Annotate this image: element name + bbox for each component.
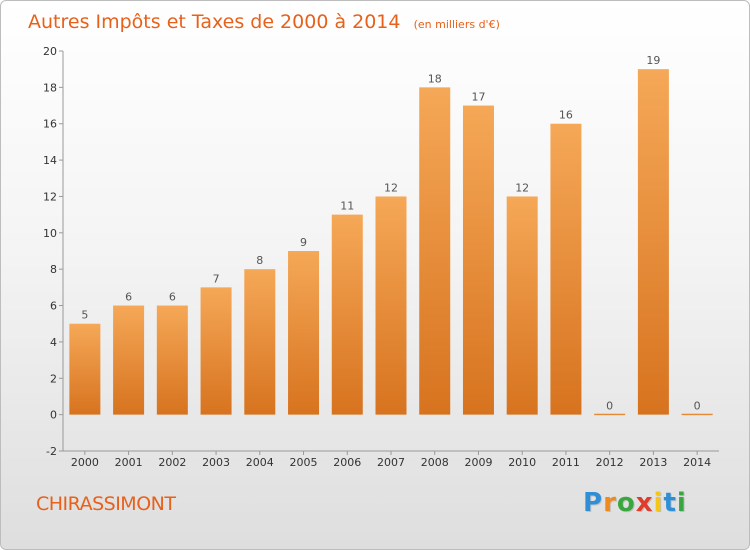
x-tick-label-2009: 2009 [464, 456, 492, 469]
y-tick-label: 2 [50, 372, 57, 385]
y-tick-label: 14 [43, 154, 57, 167]
bar-2001 [113, 305, 145, 415]
logo-letter: o [616, 488, 636, 518]
axes: -2 0 2 4 6 8 10 12 14 16 18 20 2000 2001 2002 2003 2004 2… [43, 45, 719, 469]
bar-2011 [550, 123, 582, 415]
bar-2000 [69, 323, 101, 415]
bar-2013 [637, 69, 669, 415]
x-tick-label-2013: 2013 [639, 456, 667, 469]
y-tick-label: 4 [50, 336, 57, 349]
y-tick-label: 10 [43, 227, 57, 240]
value-label-2005: 9 [300, 236, 307, 249]
y-tick-label: 0 [50, 409, 57, 422]
logo-letter: x [635, 488, 654, 518]
bar-2007 [375, 196, 407, 415]
y-tick-label: 6 [50, 300, 57, 313]
x-tick-label-2001: 2001 [115, 456, 143, 469]
x-tick-label-2012: 2012 [596, 456, 624, 469]
value-labels: 5 6 6 7 8 9 11 12 18 17 12 16 0 19 0 [81, 54, 700, 412]
logo-letter: t [663, 488, 677, 518]
y-tick-label: 12 [43, 190, 57, 203]
x-tick-label-2007: 2007 [377, 456, 405, 469]
x-tick-label-2008: 2008 [421, 456, 449, 469]
y-tick-label: 16 [43, 118, 57, 131]
x-tick-label-2003: 2003 [202, 456, 230, 469]
value-label-2009: 17 [471, 91, 485, 104]
bar-2012 [594, 413, 626, 416]
value-label-2008: 18 [428, 72, 442, 85]
y-tick-label: 20 [43, 45, 57, 58]
logo-letter: P [583, 488, 604, 518]
x-tick-label-2005: 2005 [290, 456, 318, 469]
x-tick-label-2000: 2000 [71, 456, 99, 469]
y-tick-label: 8 [50, 263, 57, 276]
logo-letter: r [603, 488, 617, 518]
x-tick-label-2014: 2014 [683, 456, 711, 469]
bars [69, 69, 713, 416]
bar-2002 [156, 305, 188, 415]
bar-2014 [681, 413, 713, 416]
y-tick-label: -2 [46, 445, 57, 458]
chart-unit: (en milliers d'€) [414, 18, 500, 31]
value-label-2002: 6 [169, 291, 176, 304]
value-label-2012: 0 [606, 400, 613, 413]
x-tick-label-2004: 2004 [246, 456, 274, 469]
bar-2004 [244, 269, 276, 415]
chart-title: Autres Impôts et Taxes de 2000 à 2014 [28, 11, 401, 33]
bar-2003 [200, 287, 232, 415]
value-label-2013: 19 [646, 54, 660, 67]
x-tick-label-2011: 2011 [552, 456, 580, 469]
bar-2006 [331, 214, 363, 415]
x-tick-label-2010: 2010 [508, 456, 536, 469]
y-tick-label: 18 [43, 81, 57, 94]
bar-2008 [419, 87, 451, 415]
value-label-2011: 16 [559, 109, 573, 122]
value-label-2006: 11 [340, 200, 354, 213]
logo-letter: i [653, 488, 664, 518]
value-label-2004: 8 [256, 254, 263, 267]
value-label-2014: 0 [694, 400, 701, 413]
proxiti-logo: Proxiti [583, 488, 687, 518]
value-label-2010: 12 [515, 181, 529, 194]
bar-2009 [462, 105, 494, 415]
value-label-2007: 12 [384, 181, 398, 194]
x-tick-label-2006: 2006 [333, 456, 361, 469]
logo-letter: i [676, 488, 687, 518]
bar-2005 [288, 251, 320, 415]
value-label-2000: 5 [81, 309, 88, 322]
chart-title-group: Autres Impôts et Taxes de 2000 à 2014 (e… [28, 11, 500, 33]
bar-2010 [506, 196, 538, 415]
value-label-2003: 7 [213, 272, 220, 285]
value-label-2001: 6 [125, 291, 132, 304]
x-tick-label-2002: 2002 [158, 456, 186, 469]
commune-name: CHIRASSIMONT [36, 493, 176, 515]
